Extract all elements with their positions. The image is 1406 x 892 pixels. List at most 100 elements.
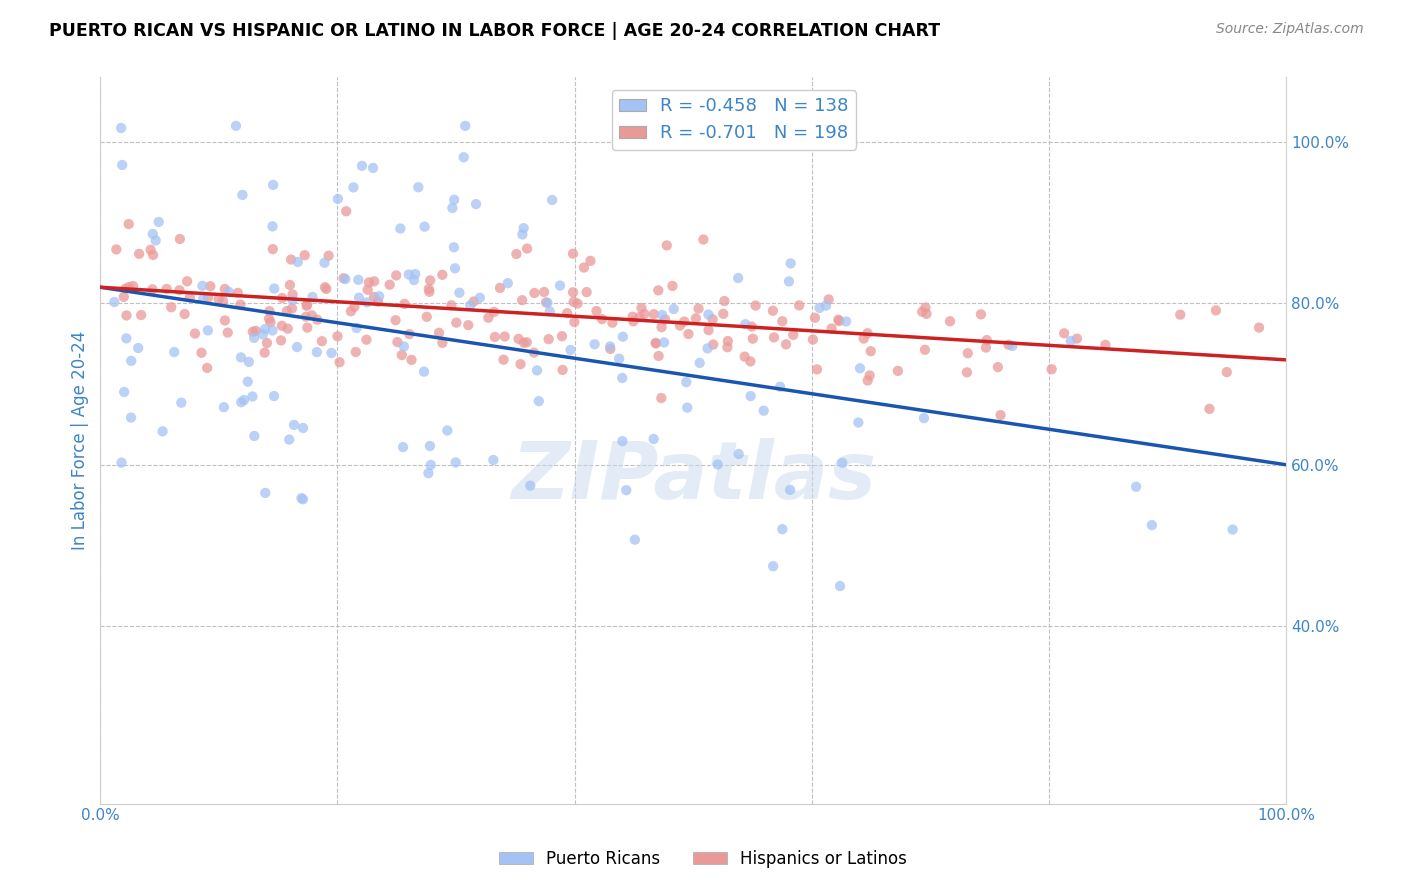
Point (801, 333, 824, 347)
Point (283, 417, 305, 432)
Point (392, 339, 415, 353)
Point (519, 479, 541, 493)
Point (835, 314, 858, 328)
Point (1125, 480, 1147, 494)
Point (1040, 362, 1063, 376)
Point (562, 246, 585, 260)
Point (443, 193, 465, 207)
Point (644, 335, 666, 350)
Point (110, 456, 132, 470)
Point (418, 285, 440, 299)
Point (579, 253, 602, 268)
Point (496, 277, 519, 291)
Point (711, 307, 734, 321)
Point (170, 395, 193, 409)
Point (413, 219, 436, 234)
Point (236, 375, 259, 389)
Point (647, 349, 669, 363)
Point (367, 294, 389, 309)
Point (990, 408, 1012, 422)
Point (859, 368, 882, 383)
Point (763, 330, 786, 344)
Point (160, 300, 183, 314)
Point (575, 285, 598, 299)
Point (541, 193, 564, 207)
Point (259, 304, 281, 318)
Point (191, 278, 214, 293)
Point (643, 432, 665, 446)
Point (118, 280, 141, 294)
Point (702, 337, 724, 351)
Point (270, 318, 292, 333)
Point (394, 297, 416, 311)
Point (1222, 523, 1244, 537)
Point (391, 348, 413, 362)
Point (512, 227, 534, 242)
Point (911, 304, 934, 318)
Point (332, 271, 354, 285)
Point (169, 283, 191, 297)
Point (446, 316, 468, 330)
Point (621, 310, 644, 324)
Text: ZIPatlas: ZIPatlas (510, 438, 876, 516)
Point (914, 343, 936, 357)
Point (297, 320, 319, 334)
Point (607, 351, 630, 366)
Point (685, 311, 707, 326)
Point (252, 327, 274, 342)
Point (128, 247, 150, 261)
Point (245, 324, 267, 338)
Point (262, 178, 284, 192)
Point (827, 312, 849, 326)
Point (129, 308, 152, 322)
Point (363, 290, 385, 304)
Point (956, 365, 979, 379)
Point (548, 278, 571, 293)
Point (294, 248, 316, 262)
Point (591, 312, 613, 326)
Point (702, 312, 724, 326)
Point (398, 268, 420, 282)
Point (655, 238, 678, 252)
Point (815, 299, 838, 313)
Point (432, 268, 454, 282)
Point (741, 332, 763, 346)
Point (744, 299, 766, 313)
Point (614, 483, 637, 497)
Point (311, 334, 333, 349)
Point (859, 344, 882, 359)
Point (419, 458, 441, 472)
Point (669, 318, 692, 333)
Point (567, 296, 589, 310)
Point (808, 301, 831, 315)
Point (458, 298, 481, 312)
Point (612, 434, 634, 449)
Point (271, 291, 294, 305)
Point (314, 280, 336, 294)
Point (263, 281, 285, 295)
Point (974, 341, 997, 355)
Point (849, 361, 872, 376)
Point (254, 322, 277, 336)
Point (156, 282, 179, 296)
Legend: R = -0.458   N = 138, R = -0.701   N = 198: R = -0.458 N = 138, R = -0.701 N = 198 (612, 90, 856, 150)
Point (218, 285, 240, 299)
Point (120, 410, 142, 425)
Point (263, 389, 285, 403)
Point (361, 161, 384, 175)
Point (734, 350, 756, 364)
Point (163, 345, 186, 359)
Point (214, 313, 236, 327)
Point (256, 336, 278, 351)
Point (169, 232, 191, 246)
Point (440, 298, 463, 312)
Point (335, 272, 357, 286)
Point (179, 290, 201, 304)
Point (1001, 339, 1024, 353)
Point (326, 329, 349, 343)
Point (516, 242, 538, 256)
Point (534, 295, 557, 310)
Point (120, 354, 142, 368)
Point (820, 321, 842, 335)
Point (689, 356, 711, 370)
